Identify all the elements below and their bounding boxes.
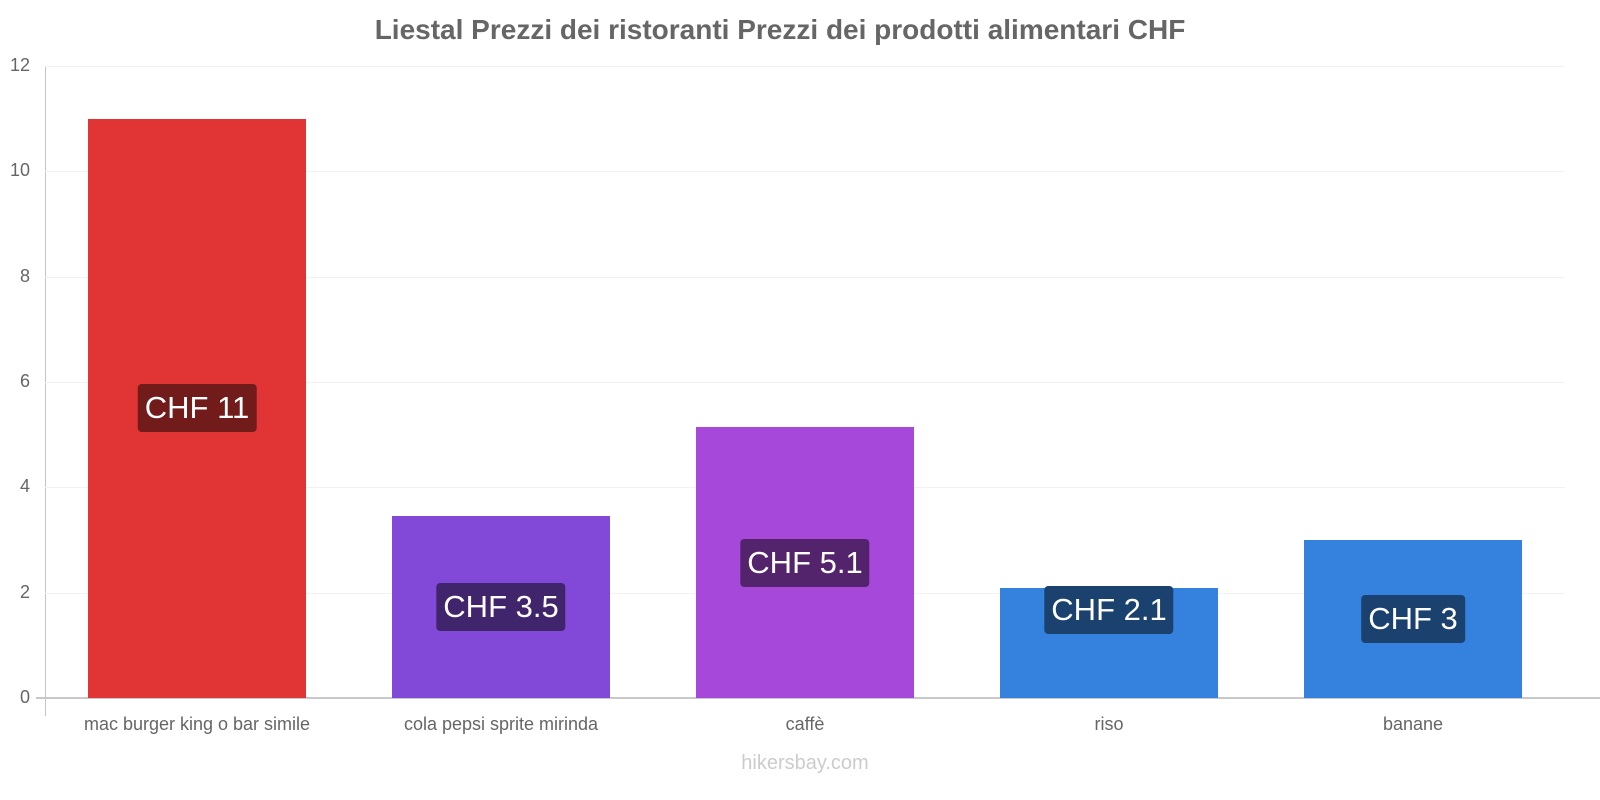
gridline — [45, 382, 1565, 383]
data-label: CHF 5.1 — [740, 538, 870, 587]
chart-title: Liestal Prezzi dei ristoranti Prezzi dei… — [374, 14, 1186, 45]
watermark-source: hikersbay.com — [741, 752, 869, 774]
x-category-label: mac burger king o bar simile — [83, 714, 311, 734]
y-tick-label: 10 — [9, 160, 30, 181]
y-tick-label: 12 — [9, 55, 30, 75]
x-category-label: banane — [1382, 714, 1444, 734]
data-label: CHF 2.1 — [1044, 586, 1174, 635]
data-label: CHF 11 — [137, 384, 257, 433]
x-axis-line — [36, 697, 1600, 699]
data-label: CHF 3.5 — [436, 583, 566, 632]
x-category-label: riso — [1094, 714, 1124, 734]
data-label: CHF 3 — [1361, 595, 1465, 643]
x-category-label: caffè — [785, 714, 825, 734]
y-tick-label: 8 — [19, 265, 30, 286]
gridline — [45, 276, 1565, 278]
gridline — [45, 66, 1565, 67]
y-tick-label: 0 — [19, 687, 30, 707]
y-tick-label: 6 — [19, 371, 30, 391]
y-axis-line — [45, 66, 46, 716]
y-tick-label: 2 — [19, 581, 30, 602]
y-tick-label: 4 — [19, 476, 30, 497]
gridline — [45, 171, 1565, 173]
x-category-label: cola pepsi sprite mirinda — [403, 714, 599, 734]
